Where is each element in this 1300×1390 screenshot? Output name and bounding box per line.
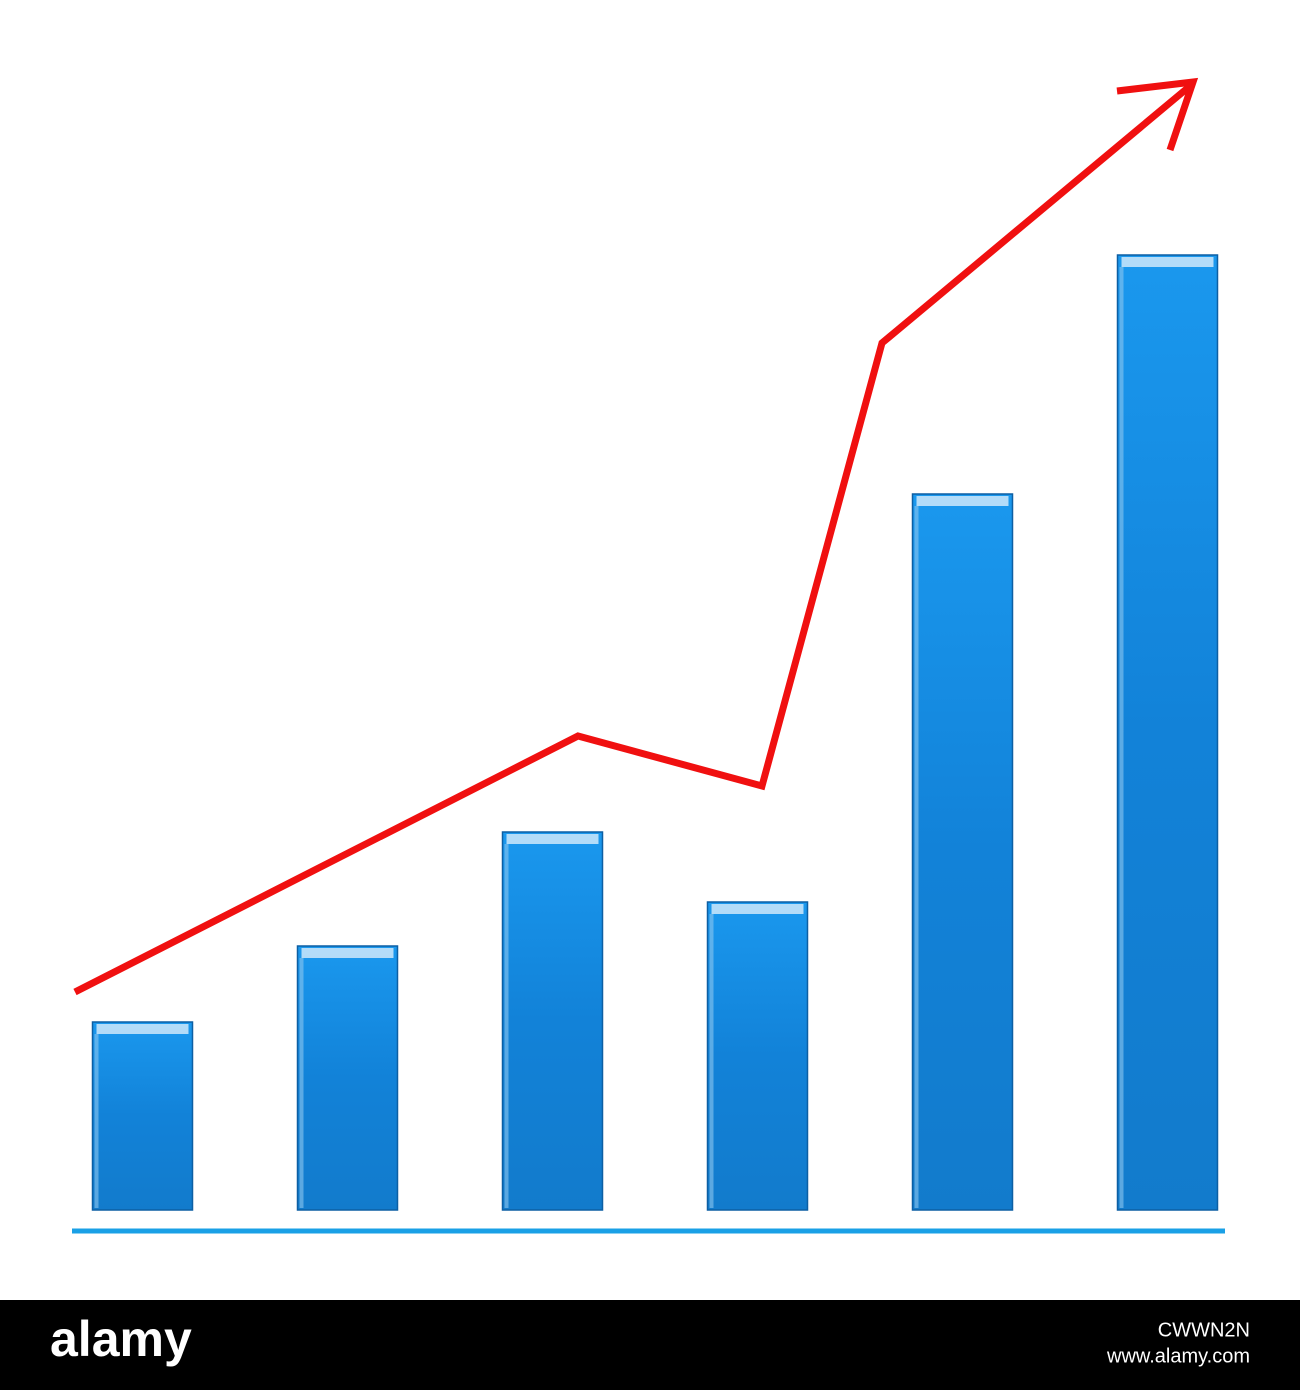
background [0,0,1300,1300]
bar-edge [94,1034,99,1208]
trend-arrow [73,83,1193,996]
bar-edge [1119,267,1124,1208]
arrow-head [1116,77,1199,152]
bar-edge [299,958,304,1208]
bar [91,1021,194,1211]
bar-edge [709,914,714,1208]
bar-highlight [301,948,394,958]
bar-edge [504,844,509,1208]
url: www.alamy.com [1106,1345,1250,1367]
bar-highlight [506,834,599,844]
bar-highlight [916,496,1009,506]
bar-highlight [1121,257,1214,267]
bar [501,831,604,1211]
image-id: CWWN2N [1158,1319,1250,1341]
brand: alamy [50,1311,192,1367]
bar [1116,254,1219,1211]
footer [0,1300,1300,1390]
bar-highlight [96,1024,189,1034]
bar-edge [914,506,919,1208]
bar [296,945,399,1211]
bars [91,254,1219,1211]
bar-highlight [711,904,804,914]
bar [911,493,1014,1211]
bar [706,901,809,1211]
